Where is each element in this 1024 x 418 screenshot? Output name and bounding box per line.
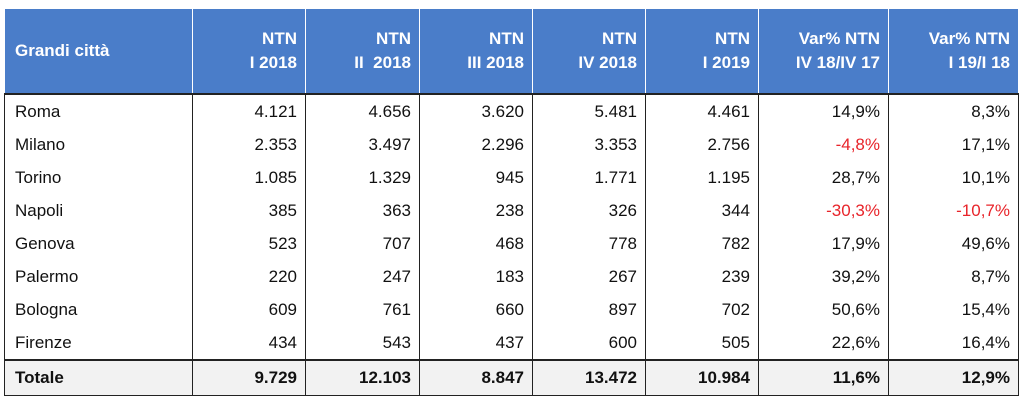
city-cell: Napoli bbox=[4, 194, 193, 227]
value-cell: 238 bbox=[419, 194, 533, 227]
city-cell: Bologna bbox=[4, 293, 193, 326]
value-cell: 326 bbox=[532, 194, 646, 227]
value-cell: 49,6% bbox=[888, 227, 1019, 260]
table-row: Palermo 220 247 183 267 239 39,2% 8,7% bbox=[4, 260, 1019, 293]
table-row: Torino 1.085 1.329 945 1.771 1.195 28,7%… bbox=[4, 161, 1019, 194]
value-cell: 3.620 bbox=[419, 94, 533, 128]
value-cell: 523 bbox=[192, 227, 306, 260]
value-cell: 782 bbox=[645, 227, 759, 260]
value-cell: 2.353 bbox=[192, 128, 306, 161]
total-value-cell: 12.103 bbox=[305, 359, 420, 396]
city-cell: Torino bbox=[4, 161, 193, 194]
total-value-cell: 9.729 bbox=[192, 359, 306, 396]
table-row: Bologna 609 761 660 897 702 50,6% 15,4% bbox=[4, 293, 1019, 326]
city-cell: Palermo bbox=[4, 260, 193, 293]
table-row: Firenze 434 543 437 600 505 22,6% 16,4% bbox=[4, 326, 1019, 360]
value-cell: 702 bbox=[645, 293, 759, 326]
value-cell: 2.296 bbox=[419, 128, 533, 161]
value-cell: 897 bbox=[532, 293, 646, 326]
value-cell: 385 bbox=[192, 194, 306, 227]
total-value-cell: 13.472 bbox=[532, 359, 646, 396]
value-cell: 609 bbox=[192, 293, 306, 326]
value-cell: 543 bbox=[305, 326, 420, 360]
value-cell: 28,7% bbox=[758, 161, 889, 194]
value-cell: 50,6% bbox=[758, 293, 889, 326]
total-value-cell: 8.847 bbox=[419, 359, 533, 396]
value-cell: 707 bbox=[305, 227, 420, 260]
header-ntn-iii-2018: NTN III 2018 bbox=[419, 8, 533, 95]
value-cell: 4.656 bbox=[305, 94, 420, 128]
value-cell: 3.497 bbox=[305, 128, 420, 161]
value-cell: 3.353 bbox=[532, 128, 646, 161]
header-ntn-ii-2018: NTN II 2018 bbox=[305, 8, 420, 95]
table-header: Grandi città NTN I 2018 NTN II 2018 NTN … bbox=[4, 8, 1019, 95]
value-cell: 8,7% bbox=[888, 260, 1019, 293]
city-cell: Genova bbox=[4, 227, 193, 260]
total-value-cell: 12,9% bbox=[888, 359, 1019, 396]
value-cell: 2.756 bbox=[645, 128, 759, 161]
value-cell: 17,9% bbox=[758, 227, 889, 260]
value-cell: 8,3% bbox=[888, 94, 1019, 128]
value-cell: 1.085 bbox=[192, 161, 306, 194]
value-cell: 363 bbox=[305, 194, 420, 227]
value-cell: 17,1% bbox=[888, 128, 1019, 161]
total-row: Totale 9.729 12.103 8.847 13.472 10.984 … bbox=[4, 359, 1019, 396]
value-cell: 945 bbox=[419, 161, 533, 194]
header-ntn-i-2018: NTN I 2018 bbox=[192, 8, 306, 95]
value-cell: 468 bbox=[419, 227, 533, 260]
header-ntn-i-2019: NTN I 2019 bbox=[645, 8, 759, 95]
value-cell: 1.771 bbox=[532, 161, 646, 194]
table-row: Roma 4.121 4.656 3.620 5.481 4.461 14,9%… bbox=[4, 94, 1019, 128]
city-cell: Firenze bbox=[4, 326, 193, 360]
value-cell: 600 bbox=[532, 326, 646, 360]
value-cell: 4.121 bbox=[192, 94, 306, 128]
header-var-i19-i18: Var% NTN I 19/I 18 bbox=[888, 8, 1019, 95]
value-cell: 183 bbox=[419, 260, 533, 293]
header-var-iv18-iv17: Var% NTN IV 18/IV 17 bbox=[758, 8, 889, 95]
table-row: Napoli 385 363 238 326 344 -30,3% -10,7% bbox=[4, 194, 1019, 227]
value-cell: 14,9% bbox=[758, 94, 889, 128]
value-cell: 5.481 bbox=[532, 94, 646, 128]
header-city: Grandi città bbox=[4, 8, 193, 95]
header-row: Grandi città NTN I 2018 NTN II 2018 NTN … bbox=[4, 8, 1019, 95]
value-cell: 16,4% bbox=[888, 326, 1019, 360]
total-value-cell: 11,6% bbox=[758, 359, 889, 396]
total-label: Totale bbox=[4, 359, 193, 396]
value-cell: 660 bbox=[419, 293, 533, 326]
value-cell: 22,6% bbox=[758, 326, 889, 360]
total-value-cell: 10.984 bbox=[645, 359, 759, 396]
value-cell: 434 bbox=[192, 326, 306, 360]
value-cell: 505 bbox=[645, 326, 759, 360]
value-cell-negative: -30,3% bbox=[758, 194, 889, 227]
ntn-table: Grandi città NTN I 2018 NTN II 2018 NTN … bbox=[4, 8, 1019, 396]
value-cell: 1.329 bbox=[305, 161, 420, 194]
value-cell: 15,4% bbox=[888, 293, 1019, 326]
value-cell: 267 bbox=[532, 260, 646, 293]
value-cell-negative: -4,8% bbox=[758, 128, 889, 161]
value-cell-negative: -10,7% bbox=[888, 194, 1019, 227]
value-cell: 761 bbox=[305, 293, 420, 326]
city-cell: Milano bbox=[4, 128, 193, 161]
city-cell: Roma bbox=[4, 94, 193, 128]
value-cell: 220 bbox=[192, 260, 306, 293]
value-cell: 344 bbox=[645, 194, 759, 227]
value-cell: 1.195 bbox=[645, 161, 759, 194]
header-ntn-iv-2018: NTN IV 2018 bbox=[532, 8, 646, 95]
value-cell: 10,1% bbox=[888, 161, 1019, 194]
value-cell: 4.461 bbox=[645, 94, 759, 128]
value-cell: 247 bbox=[305, 260, 420, 293]
value-cell: 437 bbox=[419, 326, 533, 360]
value-cell: 778 bbox=[532, 227, 646, 260]
table-body: Roma 4.121 4.656 3.620 5.481 4.461 14,9%… bbox=[4, 94, 1019, 396]
value-cell: 239 bbox=[645, 260, 759, 293]
table-row: Milano 2.353 3.497 2.296 3.353 2.756 -4,… bbox=[4, 128, 1019, 161]
table-row: Genova 523 707 468 778 782 17,9% 49,6% bbox=[4, 227, 1019, 260]
value-cell: 39,2% bbox=[758, 260, 889, 293]
